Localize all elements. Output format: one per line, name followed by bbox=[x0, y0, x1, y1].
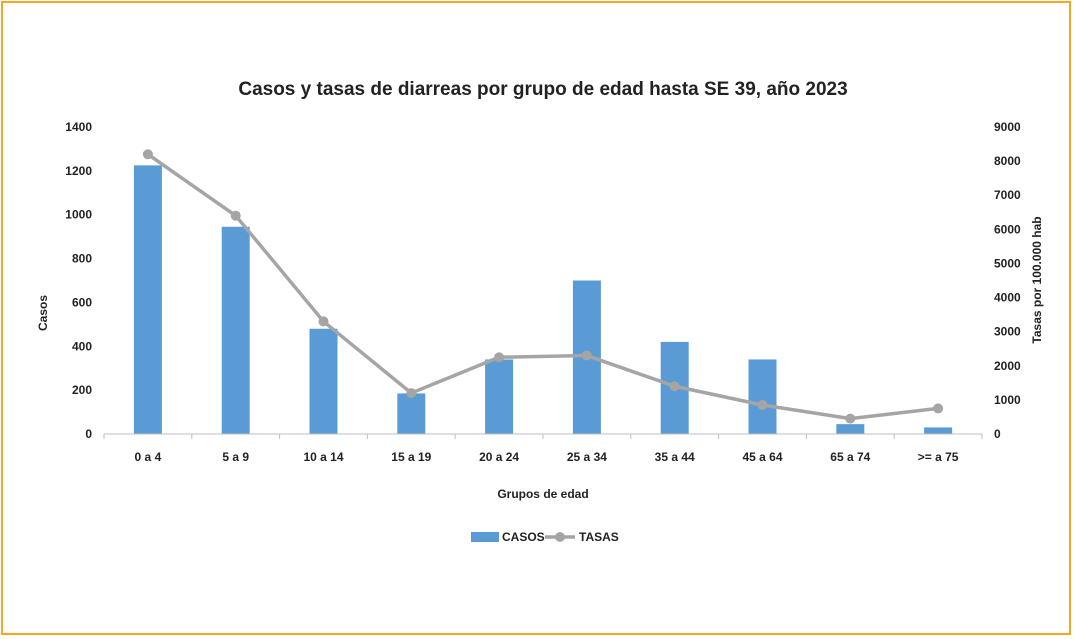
y-tick-label: 400 bbox=[72, 339, 92, 353]
bar-casos bbox=[397, 393, 426, 434]
x-tick-label: 65 a 74 bbox=[830, 450, 870, 464]
y-tick-label: 1000 bbox=[65, 208, 92, 222]
x-tick-label: 35 a 44 bbox=[655, 450, 695, 464]
y2-tick-label: 4000 bbox=[994, 291, 1021, 305]
point-tasas bbox=[406, 388, 417, 399]
x-axis-title: Grupos de edad bbox=[497, 487, 588, 501]
point-tasas bbox=[142, 149, 153, 160]
y2-tick-label: 1000 bbox=[994, 393, 1021, 407]
y2-tick-label: 7000 bbox=[994, 188, 1021, 202]
y-axis-title: Casos bbox=[36, 295, 50, 331]
y-tick-label: 1400 bbox=[65, 120, 92, 134]
point-tasas bbox=[230, 210, 241, 221]
x-tick-label: 45 a 64 bbox=[742, 450, 782, 464]
point-tasas bbox=[933, 403, 944, 414]
x-tick-label: 20 a 24 bbox=[479, 450, 519, 464]
bar-casos bbox=[836, 424, 865, 434]
point-tasas bbox=[845, 413, 856, 424]
bar-casos bbox=[924, 427, 953, 434]
y2-tick-label: 9000 bbox=[994, 120, 1021, 134]
y-tick-label: 600 bbox=[72, 295, 92, 309]
y-tick-label: 1200 bbox=[65, 164, 92, 178]
bar-casos bbox=[309, 328, 338, 434]
bar-casos bbox=[748, 359, 777, 434]
line-tasas bbox=[146, 152, 939, 421]
point-tasas bbox=[757, 400, 768, 411]
point-tasas bbox=[669, 381, 680, 392]
plot-area: 0 200 400 600 800 1000 1200 1400 0 1000 2000 3000 40… bbox=[65, 120, 1021, 464]
legend-label-casos: CASOS bbox=[502, 530, 545, 544]
bar-casos bbox=[221, 226, 250, 434]
y2-tick-label: 2000 bbox=[994, 359, 1021, 373]
x-tick-label: 0 a 4 bbox=[135, 450, 162, 464]
y2-tick-label: 5000 bbox=[994, 256, 1021, 270]
x-tick-label: 15 a 19 bbox=[391, 450, 431, 464]
bar-casos bbox=[133, 165, 162, 434]
point-tasas bbox=[494, 352, 505, 363]
y-tick-label: 200 bbox=[72, 383, 92, 397]
y-tick-label: 0 bbox=[85, 427, 92, 441]
legend-swatch-casos bbox=[471, 532, 499, 542]
y-tick-label: 800 bbox=[72, 252, 92, 266]
point-tasas bbox=[318, 316, 329, 327]
y2-tick-label: 6000 bbox=[994, 222, 1021, 236]
y2-tick-label: 8000 bbox=[994, 154, 1021, 168]
x-tick-label: 10 a 14 bbox=[303, 450, 343, 464]
chart-title: Casos y tasas de diarreas por grupo de e… bbox=[238, 79, 847, 100]
legend-label-tasas: TASAS bbox=[579, 530, 619, 544]
x-tick-label: 25 a 34 bbox=[567, 450, 607, 464]
legend-marker-tasas bbox=[555, 532, 565, 542]
y2-axis-title: Tasas por 100.000 hab bbox=[1030, 216, 1044, 343]
bar-casos bbox=[485, 359, 514, 434]
y2-tick-label: 0 bbox=[994, 427, 1001, 441]
point-tasas bbox=[581, 350, 592, 361]
x-tick-label: 5 a 9 bbox=[222, 450, 249, 464]
legend: CASOS TASAS bbox=[471, 530, 619, 544]
y2-tick-label: 3000 bbox=[994, 325, 1021, 339]
x-tick-label: >= a 75 bbox=[918, 450, 959, 464]
